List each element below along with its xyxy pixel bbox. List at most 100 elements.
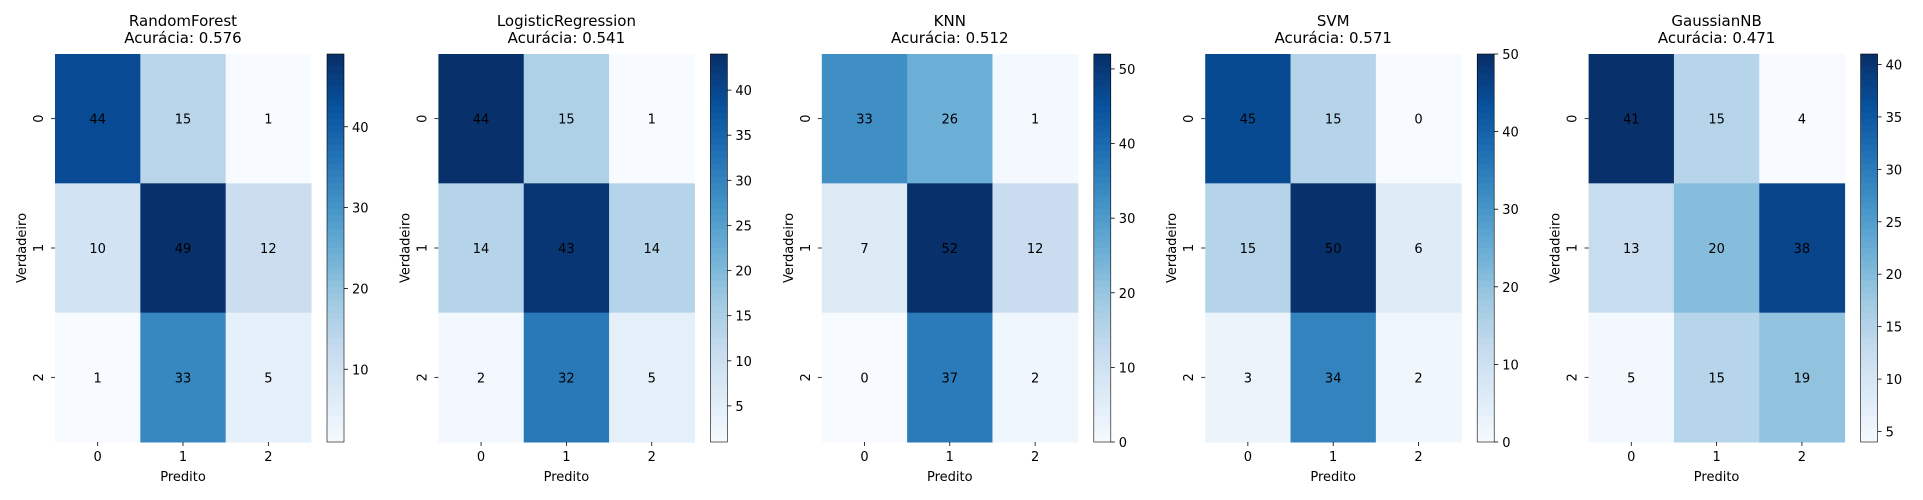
colorbar-segment bbox=[1860, 125, 1878, 133]
colorbar-segment bbox=[1477, 260, 1495, 268]
colorbar-segment bbox=[1093, 299, 1111, 307]
cell-value: 15 bbox=[1325, 113, 1342, 128]
colorbar-segment bbox=[1477, 66, 1495, 74]
colorbar-tick-label: 30 bbox=[352, 202, 369, 217]
x-tick-label: 0 bbox=[477, 450, 485, 465]
colorbar-segment bbox=[1860, 422, 1878, 430]
colorbar-segment bbox=[1477, 215, 1495, 223]
heatmap-cell bbox=[523, 312, 610, 443]
heatmap-cell bbox=[1205, 183, 1292, 314]
colorbar-frame bbox=[1860, 53, 1878, 443]
x-tick-label: 1 bbox=[946, 450, 954, 465]
heatmap-cell bbox=[1290, 54, 1377, 184]
colorbar-segment bbox=[1093, 267, 1111, 275]
colorbar-segment bbox=[1477, 163, 1495, 171]
colorbar-segment bbox=[327, 157, 344, 165]
colorbar-segment bbox=[710, 280, 728, 288]
colorbar-segment bbox=[1477, 202, 1495, 210]
colorbar-segment bbox=[710, 306, 728, 314]
colorbar-segment bbox=[1093, 79, 1111, 87]
colorbar-segment bbox=[710, 429, 728, 437]
heatmap-cell bbox=[140, 312, 227, 443]
colorbar-segment bbox=[1093, 390, 1111, 398]
colorbar-segment bbox=[1860, 60, 1878, 68]
heatmap-cell bbox=[1205, 54, 1292, 184]
heatmap-cell bbox=[225, 54, 312, 184]
colorbar-segment bbox=[1477, 299, 1495, 307]
x-tick-label: 1 bbox=[179, 450, 187, 465]
colorbar-segment bbox=[1477, 435, 1495, 443]
colorbar-segment bbox=[327, 416, 344, 424]
colorbar-segment bbox=[1093, 357, 1111, 365]
x-axis-label: Predito bbox=[1310, 470, 1356, 485]
cell-value: 38 bbox=[1794, 242, 1811, 257]
heatmap-cell bbox=[907, 312, 993, 443]
colorbar-segment bbox=[327, 345, 344, 353]
colorbar-segment bbox=[1860, 118, 1878, 126]
cell-value: 2 bbox=[1031, 371, 1039, 386]
colorbar-segment bbox=[1860, 163, 1878, 171]
y-tick-label: 1 bbox=[1182, 244, 1197, 252]
colorbar-segment bbox=[1477, 189, 1495, 197]
panel-title: GaussianNB bbox=[1671, 12, 1761, 30]
cell-value: 45 bbox=[1240, 113, 1257, 128]
colorbar-segment bbox=[710, 390, 728, 398]
cell-value: 26 bbox=[942, 113, 959, 128]
colorbar-tick-label: 5 bbox=[1886, 426, 1894, 441]
colorbar-segment bbox=[710, 357, 728, 365]
heatmap-cell bbox=[1759, 183, 1846, 314]
colorbar-segment bbox=[710, 332, 728, 340]
colorbar-segment bbox=[1477, 422, 1495, 430]
cell-value: 15 bbox=[175, 113, 192, 128]
x-tick-label: 0 bbox=[1627, 450, 1635, 465]
colorbar-segment bbox=[1093, 157, 1111, 165]
colorbar-segment bbox=[1860, 306, 1878, 314]
colorbar-segment bbox=[1860, 151, 1878, 159]
panel-title: RandomForest bbox=[129, 12, 237, 30]
cell-value: 1 bbox=[94, 371, 102, 386]
y-axis-label: Verdadeiro bbox=[1165, 213, 1180, 283]
colorbar-segment bbox=[1093, 332, 1111, 340]
colorbar-segment bbox=[1477, 144, 1495, 152]
colorbar-tick-label: 35 bbox=[735, 129, 752, 144]
y-tick-label: 2 bbox=[415, 373, 430, 381]
colorbar-segment bbox=[710, 99, 728, 107]
colorbar-segment bbox=[710, 267, 728, 275]
colorbar-segment bbox=[1860, 403, 1878, 411]
x-axis-label: Predito bbox=[927, 470, 973, 485]
colorbar-segment bbox=[1860, 189, 1878, 197]
colorbar-tick-label: 15 bbox=[1886, 321, 1903, 336]
colorbar-segment bbox=[327, 267, 344, 275]
heatmap-cell bbox=[523, 183, 610, 314]
colorbar-tick-label: 40 bbox=[352, 121, 369, 136]
colorbar-segment bbox=[1093, 235, 1111, 243]
colorbar-segment bbox=[1477, 357, 1495, 365]
cell-value: 44 bbox=[473, 113, 490, 128]
colorbar-segment bbox=[710, 254, 728, 262]
colorbar-segment bbox=[1860, 267, 1878, 275]
colorbar-segment bbox=[710, 125, 728, 133]
colorbar-tick-label: 50 bbox=[1119, 63, 1136, 78]
colorbar-segment bbox=[710, 131, 728, 139]
colorbar-segment bbox=[1477, 325, 1495, 333]
cell-value: 2 bbox=[477, 371, 485, 386]
colorbar-segment bbox=[327, 351, 344, 359]
colorbar-segment bbox=[1860, 345, 1878, 353]
colorbar-segment bbox=[1477, 183, 1495, 191]
colorbar-segment bbox=[327, 338, 344, 346]
colorbar-segment bbox=[1477, 54, 1495, 62]
colorbar-segment bbox=[1477, 370, 1495, 378]
y-tick-label: 0 bbox=[415, 115, 430, 123]
colorbar-segment bbox=[1093, 112, 1111, 120]
colorbar-segment bbox=[710, 163, 728, 171]
colorbar-segment bbox=[710, 183, 728, 191]
colorbar-segment bbox=[1477, 312, 1495, 320]
heatmap-cell bbox=[1673, 183, 1760, 314]
colorbar-segment bbox=[327, 99, 344, 107]
colorbar-segment bbox=[1860, 312, 1878, 320]
cell-value: 14 bbox=[473, 242, 490, 257]
colorbar-segment bbox=[327, 319, 344, 327]
colorbar-segment bbox=[710, 228, 728, 236]
colorbar-tick-label: 5 bbox=[735, 400, 743, 415]
x-tick-label: 2 bbox=[1031, 450, 1039, 465]
